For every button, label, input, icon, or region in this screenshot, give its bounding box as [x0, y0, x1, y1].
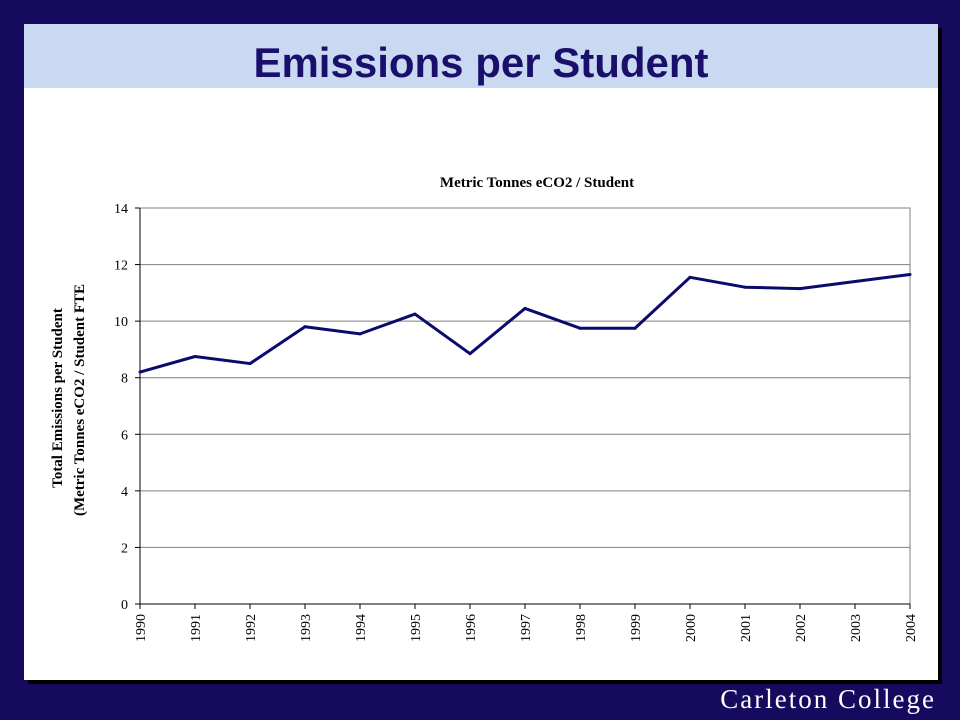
x-tick-label: 1993	[299, 614, 314, 642]
y-tick-label: 14	[114, 202, 128, 217]
footer-brand: Carleton College	[720, 684, 936, 714]
data-point	[413, 312, 417, 316]
data-point	[743, 285, 747, 289]
data-point	[303, 325, 307, 329]
data-point	[578, 326, 582, 330]
series-layer	[138, 272, 912, 374]
data-point	[523, 306, 527, 310]
y-tick-labels: 0 2 4 6 8 10 12 14	[114, 202, 128, 613]
data-point	[853, 280, 857, 284]
x-tick-label: 1999	[629, 614, 644, 642]
y-tick-label: 12	[114, 259, 128, 274]
y-tick-label: 2	[121, 541, 128, 556]
data-point	[688, 275, 692, 279]
x-tick-labels: 1990 1991 1992 1993 1994 1995 1996 1997 1998 1999…	[134, 614, 919, 642]
data-point	[798, 287, 802, 291]
x-tick-label: 2000	[684, 614, 699, 642]
x-tick-label: 1990	[134, 614, 149, 642]
emissions-series-line	[139, 272, 911, 374]
data-point	[633, 326, 637, 330]
x-tick-label: 1991	[189, 614, 204, 642]
x-tick-label: 2002	[794, 614, 809, 642]
data-point	[358, 332, 362, 336]
x-tick-label: 2004	[904, 614, 919, 642]
x-tick-label: 1994	[354, 614, 369, 642]
x-tick-label: 1995	[409, 614, 424, 642]
data-point	[468, 352, 472, 356]
x-tick-label: 1998	[574, 614, 589, 642]
y-axis-label-units: (Metric Tonnes eCO2 / Student FTE	[72, 284, 88, 516]
axes	[135, 207, 911, 609]
gridlines	[140, 207, 910, 548]
slide-title: Emissions per Student	[253, 39, 709, 86]
slide-panel: Emissions per Student	[24, 24, 938, 680]
data-point	[138, 370, 142, 374]
x-tick-label: 1996	[464, 614, 479, 642]
title-band	[24, 24, 938, 88]
data-point	[193, 355, 197, 358]
y-tick-label: 4	[121, 485, 128, 500]
y-tick-label: 8	[121, 372, 128, 387]
y-axis-label: Total Emissions per Student	[50, 308, 66, 488]
y-tick-label: 0	[121, 598, 128, 613]
data-point	[248, 362, 252, 366]
y-tick-label: 6	[121, 428, 128, 443]
x-tick-label: 2001	[739, 614, 754, 642]
x-tick-label: 1992	[244, 614, 259, 642]
plot-area-frame	[139, 207, 911, 605]
x-tick-label: 2003	[849, 614, 864, 642]
chart-title: Metric Tonnes eCO2 / Student	[440, 175, 634, 191]
y-tick-label: 10	[114, 315, 128, 330]
x-tick-label: 1997	[519, 614, 534, 642]
data-point	[908, 272, 912, 276]
